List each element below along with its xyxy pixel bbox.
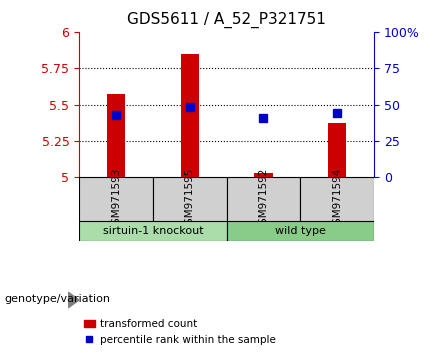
Bar bbox=[180, 54, 199, 177]
Bar bbox=[300, 177, 374, 221]
Bar bbox=[227, 221, 374, 241]
Legend: transformed count, percentile rank within the sample: transformed count, percentile rank withi… bbox=[80, 315, 280, 349]
Text: genotype/variation: genotype/variation bbox=[4, 294, 110, 304]
Bar bbox=[107, 94, 125, 177]
Bar bbox=[328, 124, 346, 177]
Bar bbox=[227, 177, 300, 221]
Bar bbox=[254, 173, 273, 177]
Text: GSM971595: GSM971595 bbox=[185, 167, 195, 231]
Title: GDS5611 / A_52_P321751: GDS5611 / A_52_P321751 bbox=[127, 12, 326, 28]
Bar bbox=[79, 177, 153, 221]
Bar bbox=[79, 221, 227, 241]
Text: sirtuin-1 knockout: sirtuin-1 knockout bbox=[103, 226, 203, 236]
Text: wild type: wild type bbox=[275, 226, 326, 236]
Polygon shape bbox=[68, 292, 79, 308]
Text: GSM971594: GSM971594 bbox=[332, 167, 342, 231]
Bar bbox=[153, 177, 227, 221]
Text: GSM971592: GSM971592 bbox=[258, 167, 268, 231]
Text: GSM971593: GSM971593 bbox=[111, 167, 121, 231]
